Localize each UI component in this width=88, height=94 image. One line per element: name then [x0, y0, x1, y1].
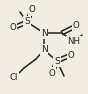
Text: O: O [68, 50, 74, 60]
Text: Cl: Cl [10, 74, 18, 83]
Text: N: N [41, 28, 47, 38]
Text: O: O [49, 69, 55, 77]
Text: O: O [29, 6, 35, 14]
Text: NH: NH [67, 38, 81, 47]
Text: S: S [24, 17, 30, 27]
Text: S: S [54, 56, 60, 66]
Text: O: O [10, 24, 16, 33]
Text: N: N [41, 45, 47, 55]
Text: O: O [73, 22, 79, 30]
